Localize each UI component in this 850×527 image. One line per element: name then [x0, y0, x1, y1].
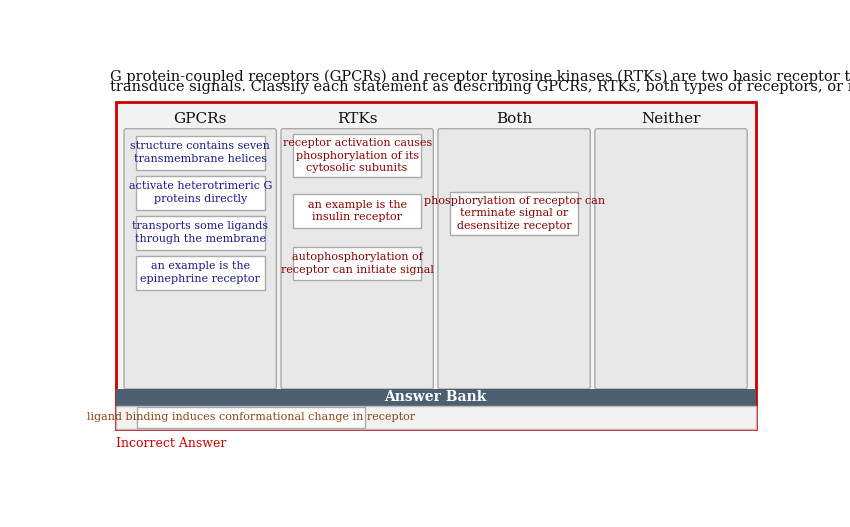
FancyBboxPatch shape	[136, 216, 264, 250]
Text: Both: Both	[496, 112, 532, 125]
Text: activate heterotrimeric G
proteins directly: activate heterotrimeric G proteins direc…	[128, 181, 272, 204]
Text: Incorrect Answer: Incorrect Answer	[116, 437, 226, 450]
Text: an example is the
insulin receptor: an example is the insulin receptor	[308, 200, 406, 222]
Text: transports some ligands
through the membrane: transports some ligands through the memb…	[132, 221, 269, 244]
Text: RTKs: RTKs	[337, 112, 377, 125]
Text: autophosphorylation of
receptor can initiate signal: autophosphorylation of receptor can init…	[280, 252, 434, 275]
Text: structure contains seven
transmembrane helices: structure contains seven transmembrane h…	[130, 141, 270, 164]
Text: ligand binding induces conformational change in receptor: ligand binding induces conformational ch…	[87, 413, 416, 423]
Text: phosphorylation of receptor can
terminate signal or
desensitize receptor: phosphorylation of receptor can terminat…	[423, 196, 604, 231]
FancyBboxPatch shape	[136, 135, 264, 170]
FancyBboxPatch shape	[438, 129, 590, 389]
FancyBboxPatch shape	[281, 129, 434, 389]
FancyBboxPatch shape	[136, 175, 264, 210]
Text: GPCRs: GPCRs	[173, 112, 227, 125]
Text: receptor activation causes
phosphorylation of its
cytosolic subunits: receptor activation causes phosphorylati…	[282, 138, 432, 173]
FancyBboxPatch shape	[595, 129, 747, 389]
FancyBboxPatch shape	[293, 134, 422, 177]
FancyBboxPatch shape	[124, 129, 276, 389]
FancyBboxPatch shape	[116, 406, 756, 429]
Text: Answer Bank: Answer Bank	[384, 391, 487, 404]
FancyBboxPatch shape	[136, 256, 264, 290]
FancyBboxPatch shape	[293, 247, 422, 280]
Text: an example is the
epinephrine receptor: an example is the epinephrine receptor	[140, 261, 260, 284]
FancyBboxPatch shape	[137, 407, 366, 428]
FancyBboxPatch shape	[293, 194, 422, 228]
FancyBboxPatch shape	[116, 102, 756, 429]
Text: G protein-coupled receptors (GPCRs) and receptor tyrosine kinases (RTKs) are two: G protein-coupled receptors (GPCRs) and …	[110, 70, 850, 84]
Text: transduce signals. Classify each statement as describing GPCRs, RTKs, both types: transduce signals. Classify each stateme…	[110, 80, 850, 94]
Text: Neither: Neither	[641, 112, 700, 125]
FancyBboxPatch shape	[450, 192, 578, 235]
FancyBboxPatch shape	[116, 389, 756, 406]
